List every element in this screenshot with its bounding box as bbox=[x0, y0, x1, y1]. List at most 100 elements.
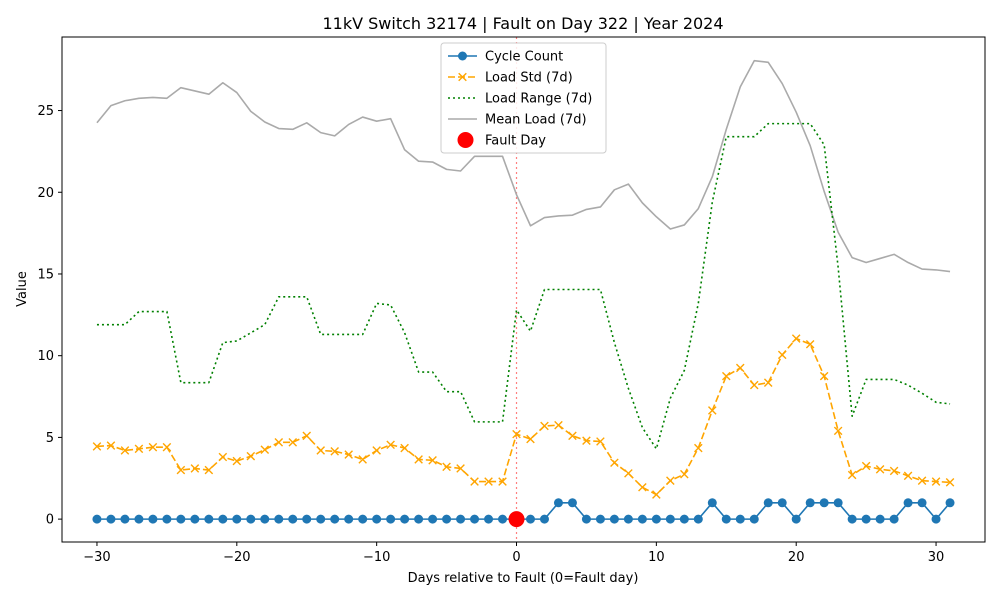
point-1-39 bbox=[638, 482, 647, 492]
point-0-20 bbox=[372, 514, 382, 524]
point-0-5 bbox=[162, 514, 172, 524]
point-0-34 bbox=[567, 498, 577, 508]
point-1-35 bbox=[582, 436, 591, 445]
legend-label-4: Fault Day bbox=[485, 134, 546, 149]
point-0-1 bbox=[106, 514, 116, 524]
point-1-5 bbox=[162, 442, 172, 452]
point-0-54 bbox=[847, 514, 857, 524]
x-tick-label: 30 bbox=[928, 550, 945, 565]
point-1-38 bbox=[624, 469, 633, 478]
point-0-38 bbox=[623, 514, 633, 524]
point-1-12 bbox=[260, 445, 270, 454]
x-tick-label: −30 bbox=[83, 550, 110, 565]
point-0-10 bbox=[232, 514, 242, 524]
point-1-50 bbox=[791, 334, 801, 343]
point-1-56 bbox=[875, 464, 885, 474]
point-0-49 bbox=[777, 498, 787, 508]
point-1-59 bbox=[917, 476, 927, 486]
point-0-19 bbox=[358, 514, 368, 524]
point-0-39 bbox=[637, 514, 647, 524]
point-0-28 bbox=[484, 514, 494, 524]
point-1-36 bbox=[596, 437, 605, 446]
y-tick-label: 0 bbox=[46, 513, 54, 528]
point-1-55 bbox=[861, 461, 871, 471]
legend-marker-1 bbox=[458, 72, 467, 82]
point-1-27 bbox=[470, 477, 479, 486]
x-tick-label: −10 bbox=[363, 550, 390, 565]
point-0-41 bbox=[665, 514, 675, 524]
point-0-35 bbox=[581, 514, 591, 524]
point-1-21 bbox=[386, 440, 395, 450]
x-tick-label: −20 bbox=[223, 550, 250, 565]
point-1-26 bbox=[456, 464, 465, 473]
y-tick-label: 10 bbox=[37, 349, 54, 364]
point-1-31 bbox=[526, 434, 535, 444]
point-1-54 bbox=[847, 470, 857, 480]
point-0-31 bbox=[525, 514, 535, 524]
point-1-30 bbox=[512, 429, 521, 439]
point-1-8 bbox=[204, 465, 214, 475]
x-tick-label: 20 bbox=[788, 550, 805, 565]
point-1-51 bbox=[805, 339, 815, 349]
point-0-58 bbox=[903, 498, 913, 508]
point-1-61 bbox=[945, 478, 955, 487]
point-1-32 bbox=[540, 421, 549, 431]
point-0-3 bbox=[134, 514, 144, 524]
point-1-20 bbox=[372, 446, 381, 455]
point-1-47 bbox=[749, 380, 759, 390]
point-1-7 bbox=[190, 464, 200, 473]
point-0-12 bbox=[260, 514, 270, 524]
point-0-16 bbox=[316, 514, 326, 524]
point-0-45 bbox=[721, 514, 731, 524]
point-0-59 bbox=[917, 498, 927, 508]
point-1-58 bbox=[903, 471, 913, 481]
point-0-8 bbox=[204, 514, 214, 524]
point-0-61 bbox=[945, 498, 955, 508]
legend-marker-0 bbox=[458, 51, 467, 61]
point-1-25 bbox=[442, 462, 451, 472]
series-line-2 bbox=[96, 122, 951, 450]
point-1-28 bbox=[484, 477, 493, 486]
point-1-0 bbox=[92, 442, 102, 451]
point-1-46 bbox=[735, 363, 745, 373]
point-0-47 bbox=[749, 514, 759, 524]
point-1-45 bbox=[721, 371, 731, 381]
point-1-3 bbox=[134, 444, 144, 454]
point-0-43 bbox=[693, 514, 703, 524]
point-0-0 bbox=[92, 514, 102, 524]
point-1-1 bbox=[106, 441, 116, 450]
point-1-10 bbox=[232, 456, 242, 466]
point-1-42 bbox=[680, 469, 689, 479]
point-0-33 bbox=[553, 498, 563, 508]
x-axis-label: Days relative to Fault (0=Fault day) bbox=[408, 571, 639, 586]
point-1-44 bbox=[708, 406, 717, 415]
y-axis-label: Value bbox=[15, 271, 30, 307]
point-1-17 bbox=[330, 447, 339, 456]
point-1-40 bbox=[652, 490, 661, 499]
point-0-17 bbox=[330, 514, 340, 524]
point-1-11 bbox=[246, 451, 256, 461]
point-1-49 bbox=[777, 350, 787, 360]
point-1-2 bbox=[120, 446, 130, 455]
point-1-15 bbox=[302, 431, 312, 441]
point-1-19 bbox=[358, 455, 367, 464]
legend-marker-4 bbox=[457, 132, 474, 148]
point-0-4 bbox=[148, 514, 158, 524]
point-0-40 bbox=[651, 514, 661, 524]
y-tick-label: 15 bbox=[37, 267, 54, 282]
legend: Cycle Count Load Std (7d) Load Range (7d) M… bbox=[440, 42, 607, 154]
point-1-29 bbox=[498, 477, 507, 486]
point-0-36 bbox=[595, 514, 605, 524]
x-tick-label: 0 bbox=[512, 550, 520, 565]
point-0-23 bbox=[414, 514, 424, 524]
point-0-56 bbox=[875, 514, 885, 524]
point-0-51 bbox=[805, 498, 815, 508]
plot-area bbox=[92, 37, 955, 542]
point-1-34 bbox=[568, 431, 577, 441]
chart-title: 11kV Switch 32174 | Fault on Day 322 | Y… bbox=[322, 14, 723, 33]
point-0-53 bbox=[833, 498, 843, 508]
point-0-22 bbox=[400, 514, 410, 524]
point-0-2 bbox=[120, 514, 130, 524]
legend-label-1: Load Std (7d) bbox=[485, 71, 573, 86]
